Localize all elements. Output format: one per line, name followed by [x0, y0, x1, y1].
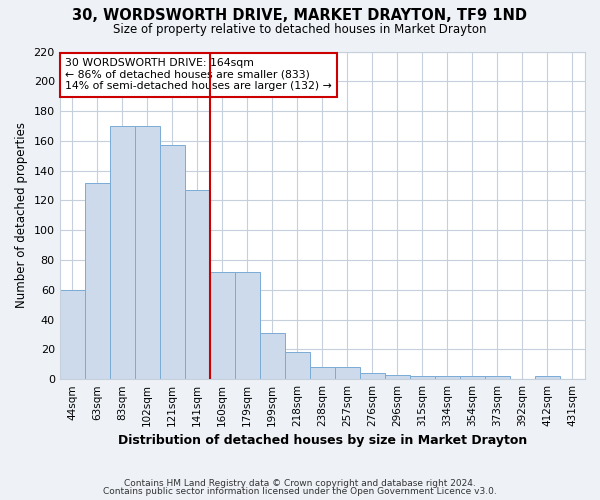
Bar — [310, 368, 335, 379]
Bar — [485, 376, 510, 379]
Bar — [360, 373, 385, 379]
Bar — [410, 376, 435, 379]
Bar — [260, 333, 285, 379]
Bar — [135, 126, 160, 379]
Text: Contains public sector information licensed under the Open Government Licence v3: Contains public sector information licen… — [103, 487, 497, 496]
Bar — [285, 352, 310, 379]
X-axis label: Distribution of detached houses by size in Market Drayton: Distribution of detached houses by size … — [118, 434, 527, 448]
Bar — [335, 368, 360, 379]
Bar — [460, 376, 485, 379]
Bar — [160, 146, 185, 379]
Bar — [85, 182, 110, 379]
Text: 30, WORDSWORTH DRIVE, MARKET DRAYTON, TF9 1ND: 30, WORDSWORTH DRIVE, MARKET DRAYTON, TF… — [73, 8, 527, 22]
Text: 30 WORDSWORTH DRIVE: 164sqm
← 86% of detached houses are smaller (833)
14% of se: 30 WORDSWORTH DRIVE: 164sqm ← 86% of det… — [65, 58, 332, 92]
Y-axis label: Number of detached properties: Number of detached properties — [15, 122, 28, 308]
Bar — [185, 190, 210, 379]
Text: Size of property relative to detached houses in Market Drayton: Size of property relative to detached ho… — [113, 22, 487, 36]
Bar — [235, 272, 260, 379]
Text: Contains HM Land Registry data © Crown copyright and database right 2024.: Contains HM Land Registry data © Crown c… — [124, 478, 476, 488]
Bar — [435, 376, 460, 379]
Bar — [59, 290, 85, 379]
Bar — [110, 126, 135, 379]
Bar — [385, 374, 410, 379]
Bar — [210, 272, 235, 379]
Bar — [535, 376, 560, 379]
